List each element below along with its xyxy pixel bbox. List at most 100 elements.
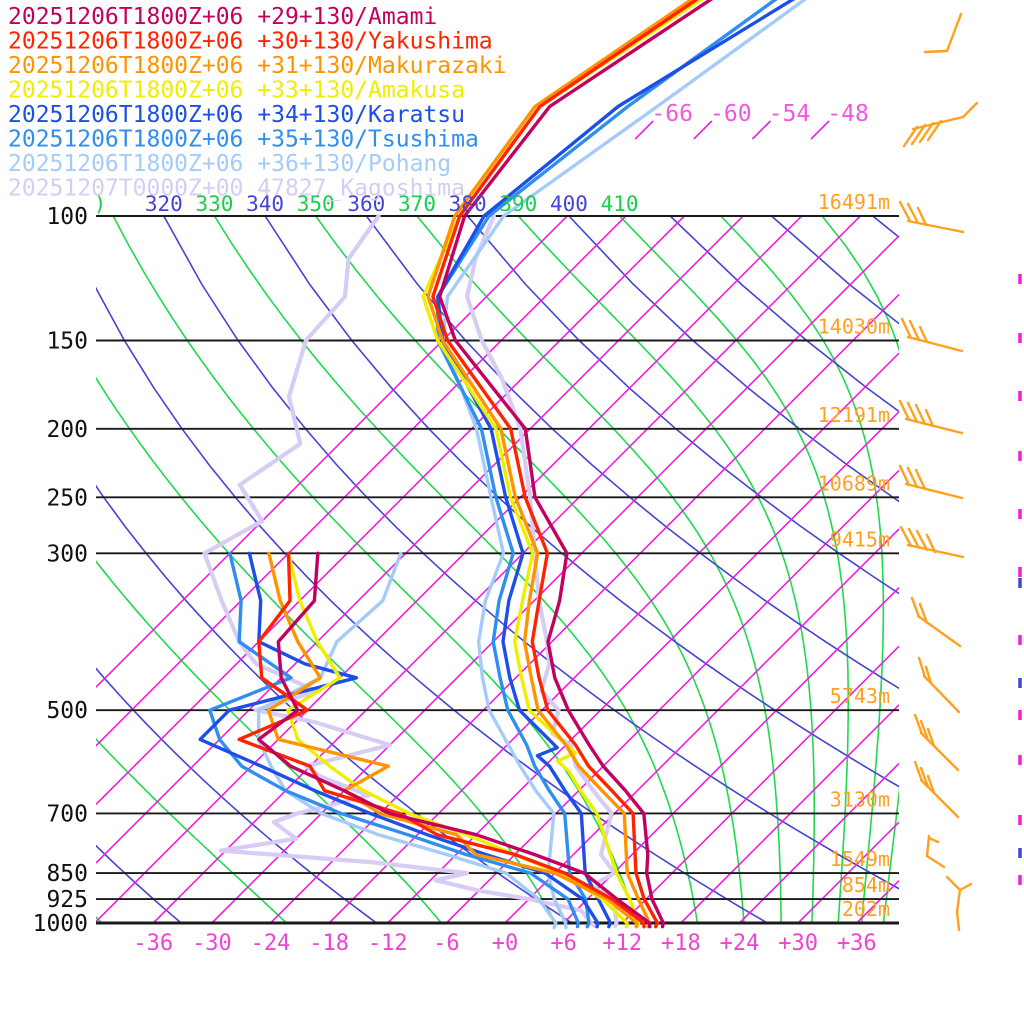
wind-barb-segment [918, 121, 935, 144]
wind-barb-segment [906, 401, 919, 424]
sounding-curve [208, 551, 580, 929]
height-label: 12191m [818, 403, 890, 427]
wind-barb [923, 12, 963, 54]
wind-barb-segment [945, 875, 962, 892]
isotherm-line [269, 293, 899, 924]
theta-label-dry: 340 [246, 192, 284, 216]
theta-label-dry: 380 [449, 192, 487, 216]
dry-adiabat-line [96, 667, 380, 924]
legend-row-8: 20251207T0000Z+00 47827_Kagoshima [8, 176, 465, 202]
theta-label-moist: 390 [499, 192, 537, 216]
sounding-profiles [198, 0, 807, 930]
wind-barb-segment [945, 12, 963, 53]
temp-axis-label: -12 [368, 931, 408, 956]
temp-axis-label: +30 [778, 931, 818, 956]
wind-barb-segment [906, 335, 964, 353]
pressure-label: 250 [46, 485, 88, 511]
temp-axis-label: -30 [192, 931, 232, 956]
pressure-label: 700 [46, 801, 88, 827]
wind-barb-segment [910, 596, 921, 619]
moist-adiabat-line [517, 216, 815, 924]
moist-adiabat-line [315, 216, 745, 924]
wind-barb-segment [925, 533, 937, 554]
moist-adiabat-line [96, 737, 289, 924]
wind-barb-segment [914, 468, 927, 491]
axis-labels: 100 16491m 150 14030m 200 12191m 250 10689m 300 9… [33, 101, 890, 956]
legend-row-1: 20251206T1800Z+06 +29+130/Amami [8, 4, 437, 30]
dry-adiabat-line [365, 216, 899, 690]
dry-adiabat-line [96, 484, 575, 924]
wind-barb-segment [924, 408, 935, 428]
wind-barb-segment [919, 719, 930, 742]
wind-barb [913, 713, 960, 772]
wind-barb-segment [955, 910, 961, 932]
temp-axis-label: -18 [309, 931, 349, 956]
wind-barb-segment [914, 403, 927, 426]
height-label: 202m [842, 897, 890, 921]
wind-barb [898, 399, 964, 435]
moist-adiabat-line [720, 216, 885, 924]
wind-barb-segment [910, 123, 927, 146]
pressure-label: 200 [46, 417, 88, 443]
wind-barb-segment [926, 119, 943, 142]
wind-barb-segment [915, 529, 929, 552]
temp-axis-label: -6 [433, 931, 460, 956]
wind-barb [913, 760, 960, 819]
legend-row-5: 20251206T1800Z+06 +34+130/Karatsu [8, 102, 465, 128]
wind-barb-segment [918, 325, 929, 344]
wind-barb-segment [925, 834, 931, 858]
isotherm-line [96, 216, 744, 864]
wind-barb-segment [913, 760, 924, 783]
legend-row-4: 20251206T1800Z+06 +33+130/Amakusa [8, 78, 465, 104]
isotherm-label-stub [810, 120, 830, 140]
wind-barb-segment [900, 317, 913, 340]
isotherm-label-stub [751, 120, 771, 140]
legend-title-block: 20251206T1800Z+06 +29+130/Amami 20251206T… [8, 4, 507, 202]
pressure-label: 100 [46, 204, 88, 230]
pressure-label: 925 [46, 887, 88, 913]
wind-barb-segment [958, 882, 973, 892]
isotherm-label-stub [634, 120, 654, 140]
isotherm-line [96, 216, 685, 805]
wind-barb-segment [916, 614, 962, 648]
isotherm-line [621, 645, 899, 924]
wind-barb [902, 101, 979, 148]
wind-barb-segment [899, 525, 913, 548]
wind-barb-segment [906, 202, 920, 225]
wind-barb-segment [906, 466, 919, 489]
wind-barb-segment [911, 115, 965, 131]
dry-adiabat-line [96, 286, 771, 924]
sounding-curve [421, 0, 704, 929]
temp-axis-label: +6 [550, 931, 577, 956]
wind-barb-segment [908, 319, 921, 342]
legend-row-7: 20251206T1800Z+06 +36+130/Pohang [8, 151, 451, 177]
theta-label-moist: 410 [601, 192, 639, 216]
wind-barb-segment [913, 713, 924, 736]
wind-barb-segment [898, 399, 911, 422]
temp-axis-label: -36 [133, 931, 173, 956]
temp-axis-label: -24 [251, 931, 291, 956]
isotherm-line [96, 216, 627, 747]
wind-barb-segment [926, 774, 936, 795]
height-label: 10689m [818, 471, 890, 495]
wind-barb [898, 464, 964, 500]
theta-label-moist: 330 [195, 192, 233, 216]
wind-barb-segment [923, 49, 949, 54]
isotherm-top-label: -54 [769, 101, 811, 127]
temp-axis-label: +0 [492, 931, 519, 956]
theta-label-dry: 400 [550, 192, 588, 216]
wind-barb-segment [916, 206, 928, 227]
wind-barb-segment [924, 665, 933, 685]
height-label: 5743m [830, 684, 890, 708]
wind-barb-segment [918, 602, 929, 625]
isotherm-line [856, 880, 899, 924]
isotherm-line [504, 528, 899, 924]
wind-barb-segment [955, 888, 962, 914]
temp-axis-label: +12 [602, 931, 642, 956]
isotherm-line [563, 587, 899, 924]
height-label: 9415m [830, 527, 890, 551]
dry-adiabat-line [770, 216, 899, 325]
height-label: 1549m [830, 847, 890, 871]
